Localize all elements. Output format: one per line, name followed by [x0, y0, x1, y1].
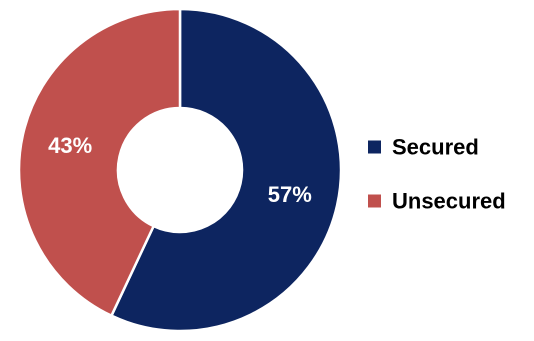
legend-label-unsecured: Unsecured: [392, 189, 506, 214]
chart-slices: [17, 7, 343, 333]
legend-swatch-secured: [368, 140, 381, 154]
legend-swatch-unsecured: [368, 194, 381, 208]
legend-label-secured: Secured: [392, 135, 479, 160]
slice-secured: [110, 7, 343, 333]
chart-data-labels: 57% 43%: [48, 133, 312, 207]
chart-legend: Secured Unsecured: [368, 135, 506, 214]
data-label-unsecured: 43%: [48, 133, 92, 158]
slice-unsecured: [17, 7, 182, 317]
data-label-secured: 57%: [268, 182, 312, 207]
